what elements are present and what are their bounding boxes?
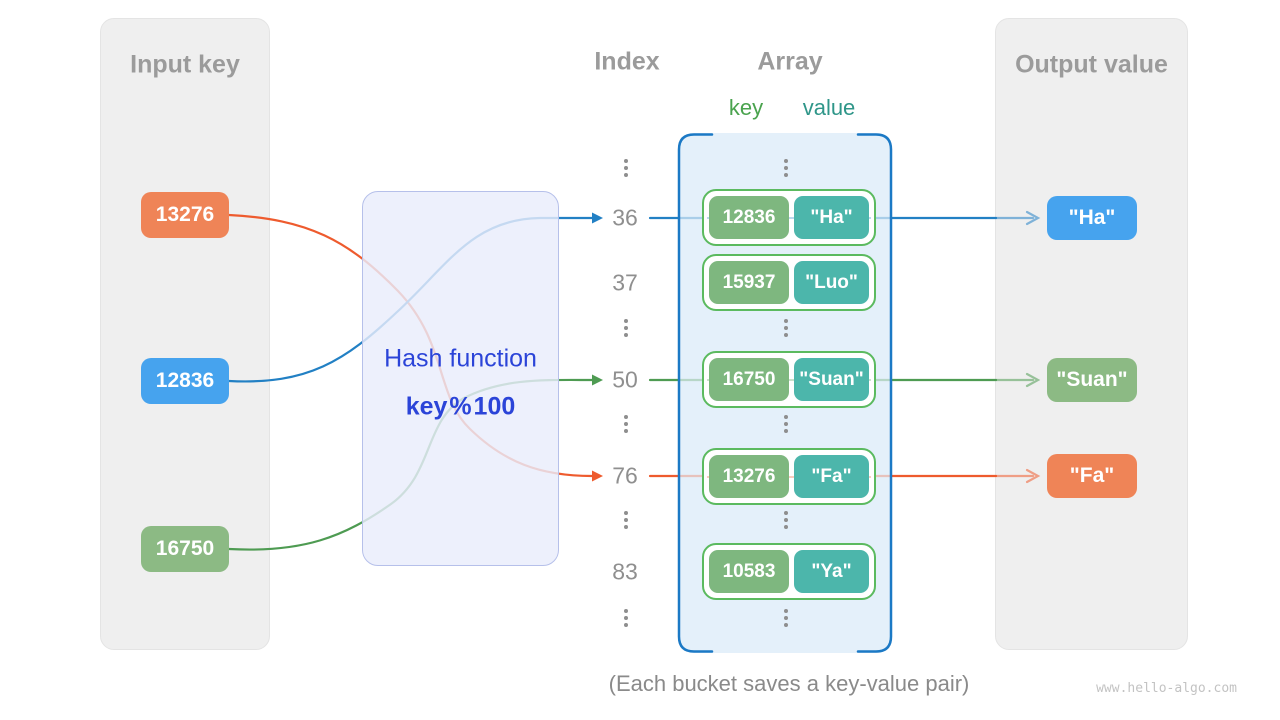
bucket-value: "Ha" [794, 196, 869, 239]
bucket-key: 12836 [709, 196, 789, 239]
bucket-50: 16750 "Suan" [702, 351, 876, 408]
through-line-green [707, 378, 871, 381]
index-arrowheads [592, 212, 603, 482]
index-ellipsis [624, 609, 628, 627]
watermark: www.hello-algo.com [1096, 681, 1237, 696]
index-76: 76 [612, 462, 638, 489]
arrowhead-index-36 [592, 212, 603, 224]
array-ellipsis [784, 511, 788, 529]
bucket-key: 15937 [709, 261, 789, 304]
bucket-value: "Suan" [794, 358, 869, 401]
output-value-suan: "Suan" [1047, 358, 1137, 402]
array-column-header: Array [757, 47, 823, 76]
arrowhead-index-50 [592, 374, 603, 386]
input-key-title: Input key [130, 50, 240, 79]
bucket-36: 12836 "Ha" [702, 189, 876, 246]
arrowhead-index-76 [592, 470, 603, 482]
output-value-fa: "Fa" [1047, 454, 1137, 498]
index-ellipsis [624, 415, 628, 433]
bucket-key: 10583 [709, 550, 789, 593]
bucket-key: 16750 [709, 358, 789, 401]
bucket-76: 13276 "Fa" [702, 448, 876, 505]
diagram-caption: (Each bucket saves a key-value pair) [608, 671, 970, 696]
output-value-panel: Output value [995, 18, 1188, 650]
hash-function-label: Hash function [384, 344, 537, 373]
index-36: 36 [612, 204, 638, 231]
through-line-orange [707, 475, 871, 478]
output-value-ha: "Ha" [1047, 196, 1137, 240]
index-ellipsis [624, 511, 628, 529]
bucket-value: "Fa" [794, 455, 869, 498]
bucket-value: "Ya" [794, 550, 869, 593]
input-key-13276: 13276 [141, 192, 229, 238]
value-subheader: value [802, 95, 856, 120]
index-column-header: Index [594, 47, 660, 76]
bucket-37: 15937 "Luo" [702, 254, 876, 311]
array-ellipsis [784, 415, 788, 433]
index-ellipsis [624, 159, 628, 177]
index-37: 37 [612, 269, 638, 296]
array-ellipsis [784, 159, 788, 177]
bucket-value: "Luo" [794, 261, 869, 304]
hash-formula: key % 100 [405, 392, 516, 421]
array-ellipsis [784, 609, 788, 627]
input-key-16750: 16750 [141, 526, 229, 572]
index-83: 83 [612, 558, 638, 585]
output-value-title: Output value [1015, 50, 1168, 79]
bucket-key: 13276 [709, 455, 789, 498]
key-subheader: key [728, 95, 764, 120]
through-line-blue [707, 216, 871, 219]
index-ellipsis [624, 319, 628, 337]
input-key-12836: 12836 [141, 358, 229, 404]
array-ellipsis [784, 319, 788, 337]
hash-function-box: Hash function key % 100 [362, 191, 559, 566]
bucket-83: 10583 "Ya" [702, 543, 876, 600]
index-50: 50 [612, 366, 638, 393]
